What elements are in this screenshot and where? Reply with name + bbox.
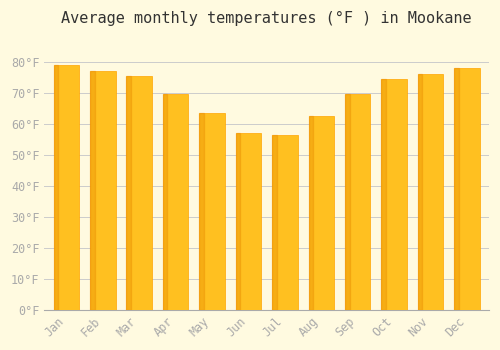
Bar — [126, 76, 152, 310]
Bar — [382, 79, 407, 310]
Bar — [236, 133, 261, 310]
Bar — [272, 135, 297, 310]
Bar — [308, 116, 334, 310]
Bar — [163, 94, 168, 310]
Bar — [418, 74, 444, 310]
Bar — [200, 113, 204, 310]
Bar — [200, 113, 225, 310]
Bar — [345, 94, 350, 310]
Bar — [90, 71, 116, 310]
Bar — [308, 116, 313, 310]
Bar — [272, 135, 276, 310]
Bar — [54, 65, 79, 310]
Bar — [90, 71, 94, 310]
Bar — [126, 76, 131, 310]
Bar — [345, 94, 370, 310]
Bar — [454, 68, 480, 310]
Bar — [454, 68, 459, 310]
Bar — [382, 79, 386, 310]
Bar — [236, 133, 240, 310]
Bar — [54, 65, 58, 310]
Bar — [163, 94, 188, 310]
Title: Average monthly temperatures (°F ) in Mookane: Average monthly temperatures (°F ) in Mo… — [62, 11, 472, 26]
Bar — [418, 74, 422, 310]
